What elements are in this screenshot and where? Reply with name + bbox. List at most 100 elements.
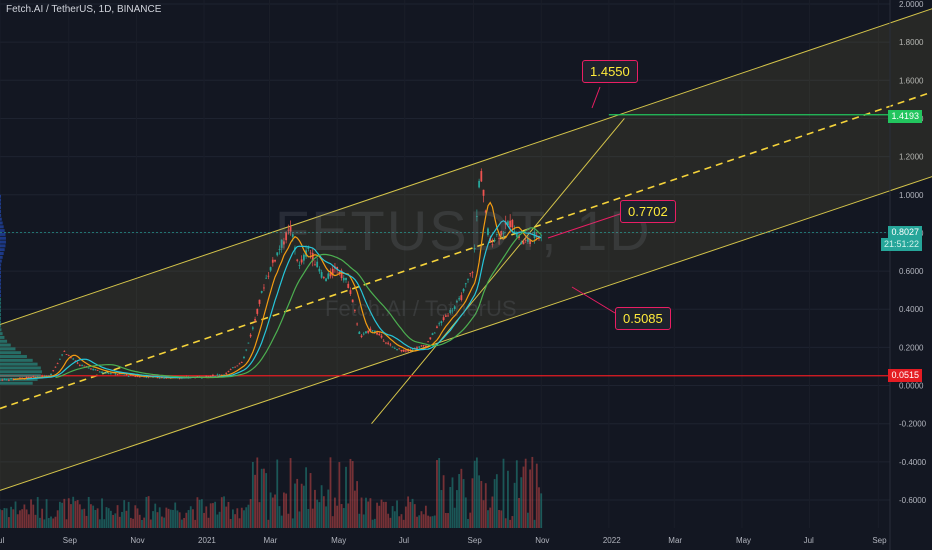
volume-bar — [72, 496, 75, 528]
volume-bar — [27, 514, 30, 528]
candle-body — [127, 375, 130, 377]
candle-body — [76, 362, 79, 364]
volume-bar — [240, 507, 243, 528]
candle-body — [367, 330, 370, 333]
volume-bar — [254, 474, 256, 528]
candle-body — [258, 299, 261, 304]
candle-body — [509, 220, 512, 228]
volume-bar — [367, 501, 370, 528]
volume-bar — [143, 517, 146, 528]
volume-bar — [526, 512, 529, 528]
x-tick-label: Jul — [399, 536, 409, 545]
callout-connector — [571, 286, 616, 314]
volume-bar — [307, 508, 310, 528]
volume-bar — [163, 517, 166, 528]
candle-body — [378, 333, 381, 336]
volume-bar — [382, 501, 385, 528]
volume-bar — [249, 499, 252, 528]
volume-bar — [278, 506, 281, 528]
candle-body — [493, 240, 496, 242]
candle-body — [87, 367, 90, 369]
volume-profile-bar — [0, 217, 2, 221]
volume-bar — [280, 515, 283, 528]
volume-bar — [10, 506, 12, 528]
volume-bar — [225, 506, 228, 528]
volume-bar — [378, 505, 381, 528]
candle-body — [256, 308, 259, 314]
candle-body — [436, 326, 438, 328]
volume-bar — [87, 496, 90, 528]
candle-body — [207, 376, 210, 378]
volume-bar — [136, 508, 139, 528]
volume-profile-bar — [0, 271, 1, 275]
volume-bar — [265, 473, 268, 528]
candle-body — [511, 219, 514, 228]
volume-bar — [495, 474, 498, 528]
callout-upper-channel[interactable]: 1.4550 — [582, 60, 638, 83]
candle-body — [453, 306, 456, 309]
candle-body — [427, 341, 429, 343]
callout-connector — [591, 86, 601, 109]
volume-bar — [314, 489, 316, 528]
volume-bar — [311, 508, 314, 528]
volume-profile-bar — [0, 335, 5, 339]
candle-body — [276, 252, 279, 256]
x-tick-label: Nov — [130, 536, 144, 545]
volume-bar — [30, 499, 32, 528]
volume-bar — [41, 508, 44, 528]
candle-body — [500, 231, 503, 236]
candle-body — [220, 374, 223, 376]
volume-bar — [376, 502, 378, 528]
volume-bar — [169, 509, 172, 528]
x-tick-label: May — [736, 536, 751, 545]
candle-body — [138, 376, 141, 378]
candle-body — [458, 298, 461, 300]
candle-body — [473, 248, 476, 250]
volume-bar — [467, 518, 469, 528]
volume-bar — [489, 507, 492, 528]
x-tick-label: Jul — [804, 536, 814, 545]
candle-body — [518, 235, 520, 239]
volume-bar — [263, 468, 265, 528]
volume-bar — [475, 457, 478, 528]
candle-body — [251, 327, 254, 329]
callout-midline[interactable]: 0.7702 — [620, 200, 676, 223]
ma-mid-line — [26, 220, 542, 380]
volume-bar — [318, 502, 321, 528]
callout-lower-channel[interactable]: 0.5085 — [615, 307, 671, 330]
candle-body — [411, 349, 414, 351]
volume-bar — [418, 515, 421, 528]
volume-bar — [356, 481, 359, 528]
candle-body — [58, 358, 61, 360]
volume-bar — [358, 513, 361, 528]
candle-body — [405, 350, 407, 352]
volume-bar — [396, 500, 398, 528]
candle-body — [320, 272, 323, 278]
volume-bar — [189, 506, 192, 528]
volume-bar — [427, 515, 429, 528]
volume-bar — [165, 507, 168, 528]
volume-bar — [451, 477, 454, 528]
volume-bar — [207, 517, 210, 528]
volume-profile-bar — [0, 259, 2, 263]
candle-body — [402, 349, 405, 352]
candle-body — [380, 335, 383, 338]
candle-body — [56, 363, 59, 365]
candle-body — [442, 317, 445, 321]
candle-body — [116, 374, 119, 375]
volume-bar — [1, 510, 4, 528]
volume-bar — [482, 500, 485, 528]
candle-body — [1, 379, 4, 381]
volume-bar — [118, 516, 121, 528]
volume-bar — [61, 502, 64, 528]
candle-body — [90, 368, 92, 370]
volume-profile-bar — [0, 374, 41, 378]
volume-profile-bar — [0, 213, 2, 217]
candle-body — [540, 235, 543, 237]
y-tick-label: 1.8000 — [899, 38, 924, 47]
volume-bar — [351, 461, 354, 528]
candle-body — [469, 273, 472, 274]
candle-body — [269, 267, 272, 271]
candle-body — [0, 379, 1, 381]
